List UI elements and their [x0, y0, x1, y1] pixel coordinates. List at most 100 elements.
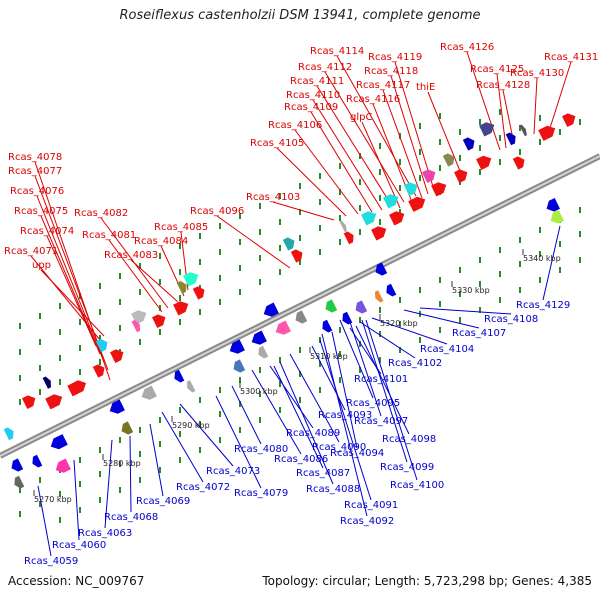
gene-arrow: [174, 369, 185, 383]
gene-label-top: Rcas_4075: [14, 206, 68, 217]
gene-arrow: [110, 349, 124, 363]
leader-line: [30, 255, 101, 341]
gene-arrow: [383, 194, 399, 209]
gene-label-bottom: Rcas_4063: [78, 528, 132, 539]
gene-arrow: [519, 124, 527, 137]
gene-arrow: [375, 262, 388, 276]
gene-arrow: [562, 113, 576, 127]
gene-label-top: Rcas_4112: [298, 62, 352, 73]
topology-text: Topology: circular; Length: 5,723,298 bp…: [262, 574, 592, 588]
kbp-marker: 5270 kbp: [34, 495, 72, 504]
gene-arrow: [109, 399, 125, 414]
gene-label-top: Rcas_4128: [476, 80, 530, 91]
gene-label-bottom: Rcas_4097: [354, 416, 408, 427]
leader-line: [40, 269, 105, 337]
gene-label-bottom: Rcas_4087: [296, 468, 350, 479]
kbp-marker: 5280 kbp: [103, 459, 141, 468]
kbp-marker: 5300 kbp: [240, 387, 278, 396]
gene-label-top: Rcas_4106: [268, 120, 322, 131]
gene-label-top: Rcas_4116: [346, 94, 400, 105]
gene-arrow: [476, 155, 492, 170]
leader-line: [321, 333, 368, 517]
leader-line: [129, 435, 132, 513]
gene-arrow: [339, 220, 347, 233]
kbp-marker: 5290 kbp: [172, 421, 210, 430]
gene-arrow: [14, 475, 25, 489]
gene-arrow: [431, 182, 447, 197]
map-title: Roseiflexus castenholzii DSM 13941, comp…: [119, 8, 481, 23]
gene-label-top: Rcas_4119: [368, 52, 422, 63]
gene-label-top: Rcas_4105: [250, 138, 304, 149]
leader-line: [390, 75, 429, 195]
gene-arrow: [538, 125, 556, 141]
gene-arrow: [505, 132, 516, 146]
gene-label-bottom: Rcas_4101: [354, 374, 408, 385]
gene-label-bottom: Rcas_4093: [318, 410, 372, 421]
gene-arrow: [371, 226, 387, 241]
gene-arrow: [342, 311, 353, 325]
gene-arrow: [512, 156, 525, 170]
gene-arrow: [173, 301, 189, 316]
gene-arrow: [187, 380, 196, 393]
gene-arrow: [404, 182, 418, 196]
gene-label-top: Rcas_4084: [134, 236, 188, 247]
gene-label-bottom: Rcas_4129: [516, 300, 570, 311]
kbp-marker: 5340 kbp: [523, 254, 561, 263]
gene-arrow: [355, 300, 368, 314]
gene-label-top: Rcas_4131: [544, 52, 598, 63]
leader-line: [312, 99, 383, 211]
gene-label-top: Rcas_4103: [246, 192, 300, 203]
leader-line: [419, 307, 512, 315]
gene-arrow: [295, 310, 308, 324]
leader-line: [355, 325, 410, 435]
leader-line: [40, 215, 101, 355]
gene-label-top: thiE: [416, 82, 435, 93]
kbp-marker: 5310 kbp: [310, 352, 348, 361]
gene-label-bottom: Rcas_4091: [344, 500, 398, 511]
accession-text: Accession: NC_009767: [8, 574, 145, 588]
leader-line: [382, 89, 423, 199]
gene-arrow: [290, 249, 303, 263]
gene-arrow: [389, 211, 405, 226]
gene-arrow: [454, 169, 468, 183]
leader-line: [130, 259, 179, 303]
leader-line: [216, 215, 291, 269]
gene-arrow: [45, 394, 63, 410]
leader-line: [361, 121, 401, 209]
gene-arrow: [121, 421, 134, 435]
gene-label-bottom: Rcas_4080: [234, 444, 288, 455]
gene-label-top: Rcas_4110: [286, 90, 340, 101]
gene-arrow: [131, 320, 140, 333]
gene-label-bottom: Rcas_4102: [388, 358, 442, 369]
gene-label-bottom: Rcas_4072: [176, 482, 230, 493]
gene-arrow: [550, 210, 564, 224]
gene-label-bottom: Rcas_4079: [234, 488, 288, 499]
leader-line: [311, 345, 346, 411]
gene-label-bottom: Rcas_4088: [306, 484, 360, 495]
gene-label-top: Rcas_4117: [356, 80, 410, 91]
leader-line: [37, 485, 52, 557]
gene-label-top: Rcas_4126: [440, 42, 494, 53]
leader-line: [496, 73, 507, 149]
gene-arrow: [422, 169, 436, 183]
gene-label-top: Rcas_4118: [364, 66, 418, 77]
gene-label-bottom: Rcas_4098: [382, 434, 436, 445]
gene-label-top: Rcas_4114: [310, 46, 364, 57]
gene-label-top: Rcas_4078: [8, 152, 62, 163]
gene-arrow: [408, 196, 426, 212]
gene-arrow: [95, 338, 108, 353]
leader-line: [349, 321, 382, 417]
gene-arrow: [386, 283, 397, 297]
leader-line: [149, 423, 164, 497]
leader-line: [36, 195, 105, 363]
leader-line: [273, 365, 324, 469]
gene-label-bottom: Rcas_4094: [330, 448, 384, 459]
gene-label-bottom: Rcas_4108: [484, 314, 538, 325]
gene-arrow: [141, 385, 157, 400]
axis-highlight: [0, 155, 600, 457]
gene-arrow: [361, 211, 377, 226]
leader-line: [371, 317, 448, 345]
gene-label-bottom: Rcas_4099: [380, 462, 434, 473]
